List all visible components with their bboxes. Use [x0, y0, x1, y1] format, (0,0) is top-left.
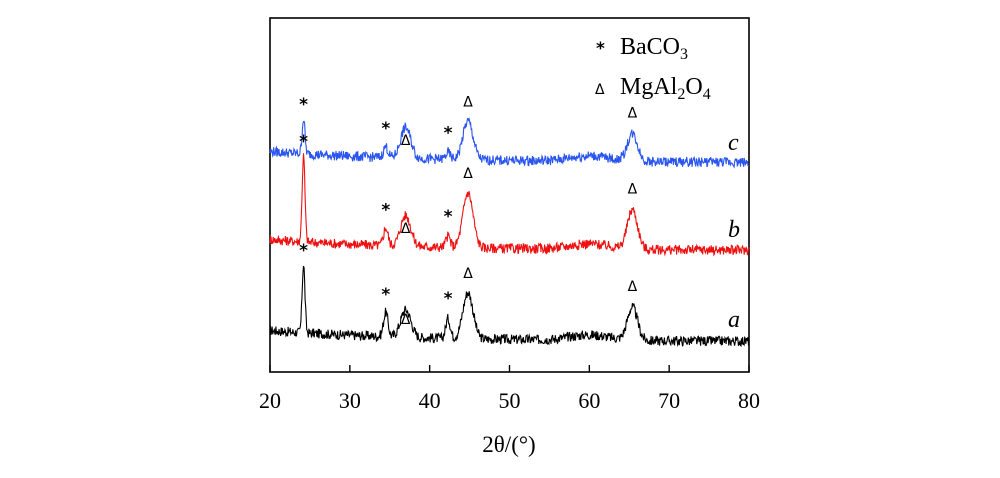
mgal2o4-peak-marker: Δ: [628, 106, 638, 122]
mgal2o4-peak-marker: Δ: [401, 133, 411, 149]
mgal2o4-peak-marker: Δ: [628, 181, 638, 197]
series-line-c: [269, 117, 750, 169]
series-layer: [269, 117, 750, 348]
x-axis-title: 2θ/(°): [482, 432, 535, 457]
legend-label-mgal2o4: MgAl2O4: [620, 74, 711, 103]
series-label-c: c: [728, 130, 739, 156]
peak-markers: * * Δ * Δ Δ * * Δ * Δ Δ * * Δ * Δ Δ: [299, 95, 638, 329]
series-label-a: a: [728, 307, 740, 333]
baco3-peak-marker: *: [444, 207, 453, 227]
legend-label-baco3: BaCO3: [620, 34, 688, 63]
series-line-b: [269, 153, 750, 257]
mgal2o4-peak-marker: Δ: [401, 221, 411, 237]
x-tick-label: 20: [259, 388, 281, 413]
x-tick-label: 70: [658, 388, 680, 413]
x-tick-label: 60: [578, 388, 600, 413]
mgal2o4-peak-marker: Δ: [401, 312, 411, 328]
x-axis-ticks: 20 30 40 50 60 70 80: [259, 365, 760, 413]
baco3-peak-marker: *: [444, 289, 453, 309]
legend-triangle-icon: Δ: [595, 82, 605, 98]
baco3-peak-marker: *: [444, 123, 453, 143]
baco3-peak-marker: *: [299, 132, 308, 152]
legend: * BaCO3 Δ MgAl2O4: [595, 34, 711, 103]
x-tick-label: 80: [738, 388, 760, 413]
baco3-peak-marker: *: [381, 285, 390, 305]
x-tick-label: 30: [339, 388, 361, 413]
baco3-peak-marker: *: [299, 95, 308, 115]
mgal2o4-peak-marker: Δ: [463, 266, 473, 282]
mgal2o4-peak-marker: Δ: [463, 95, 473, 111]
plot-frame: [269, 17, 750, 373]
mgal2o4-peak-marker: Δ: [463, 166, 473, 182]
baco3-peak-marker: *: [299, 241, 308, 261]
mgal2o4-peak-marker: Δ: [628, 279, 638, 295]
legend-star-icon: *: [596, 39, 605, 59]
series-labels: a b c: [728, 130, 740, 333]
series-line-a: [269, 265, 750, 348]
baco3-peak-marker: *: [381, 200, 390, 220]
x-tick-label: 50: [499, 388, 521, 413]
series-label-b: b: [728, 217, 740, 243]
x-tick-label: 40: [419, 388, 441, 413]
baco3-peak-marker: *: [381, 119, 390, 139]
